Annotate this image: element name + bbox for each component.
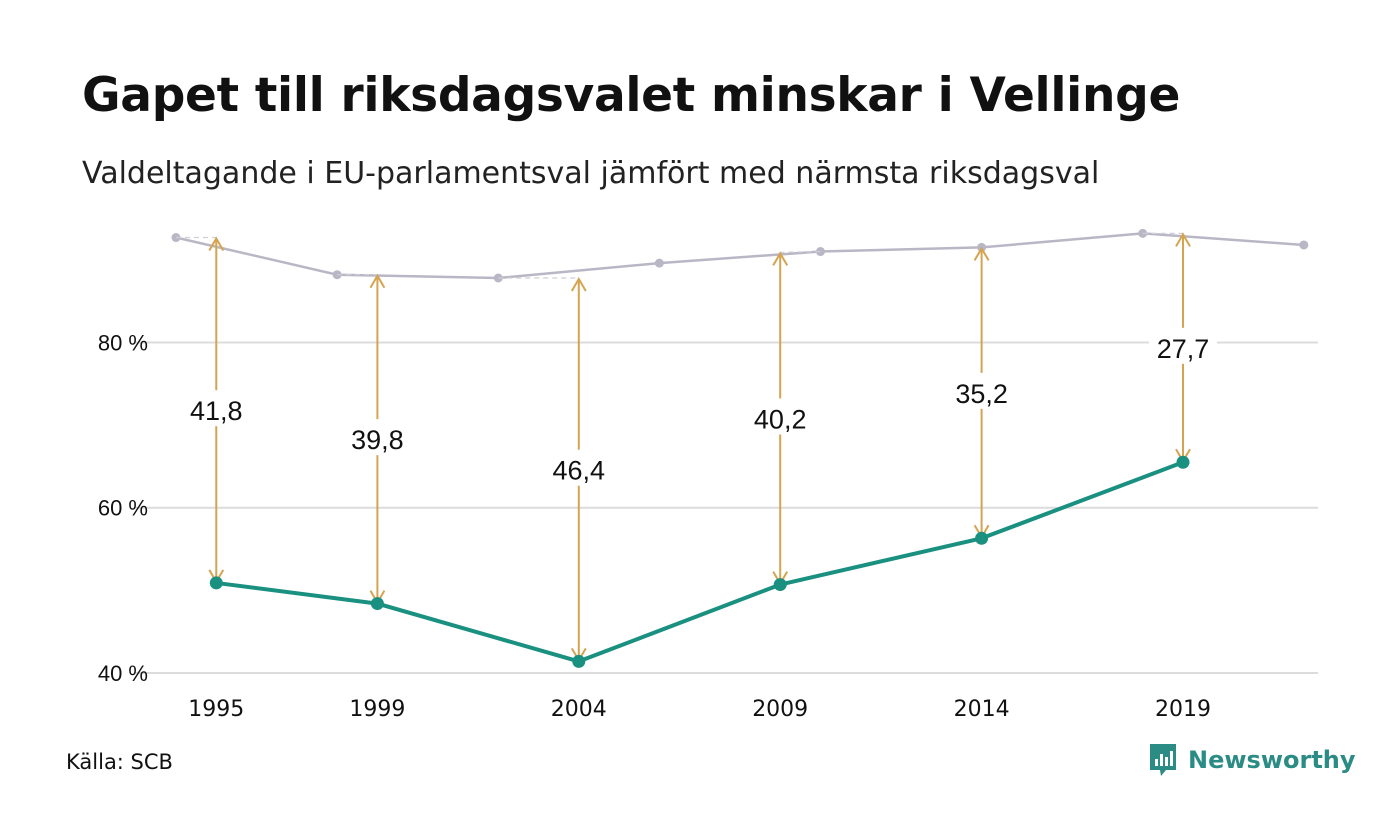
eu-line: [216, 460, 1184, 664]
gap-label-text: 39,8: [351, 425, 404, 455]
gap-label-bg: [947, 372, 1016, 409]
x-tick-label: 2004: [551, 697, 607, 722]
gap-label-text: 35,2: [955, 379, 1008, 409]
gap-label: 27,7: [1149, 327, 1217, 364]
brand-name: Newsworthy: [1188, 746, 1356, 774]
x-tick-label: 2019: [1155, 697, 1211, 722]
x-axis-labels: 1995 1999 2004 2009 2014 2019: [188, 697, 1211, 722]
gap-arrow-head-top: [208, 236, 225, 252]
eu-point: [370, 597, 384, 611]
gap-arrow-head-top: [570, 277, 587, 292]
gap-arrow-head-top: [772, 251, 789, 266]
gap-label-text: 40,2: [754, 404, 807, 434]
brand-logo[interactable]: Newsworthy: [1148, 742, 1356, 778]
riksdag-point: [1299, 240, 1309, 250]
grid-lines: [135, 341, 1318, 674]
eu-point: [209, 576, 223, 590]
eu-series: [209, 455, 1190, 668]
gap-label-bg: [746, 398, 815, 435]
gap-label-text: 46,4: [553, 456, 606, 486]
gap-arrow-head-top: [973, 246, 990, 261]
gap-label: 41,8: [182, 390, 251, 427]
eu-point: [1176, 455, 1190, 469]
chart-subtitle: Valdeltagande i EU-parlamentsval jämfört…: [82, 156, 1100, 191]
y-tick-label: 40 %: [98, 661, 148, 686]
y-tick-label: 60 %: [98, 496, 148, 521]
gap-label-text: 27,7: [1157, 334, 1210, 364]
gap-label-bg: [1149, 327, 1217, 364]
chart-title: Gapet till riksdagsvalet minskar i Velli…: [82, 68, 1181, 123]
gap-label-bg: [343, 419, 412, 456]
eu-point: [773, 578, 787, 592]
x-tick-label: 2014: [954, 697, 1010, 722]
riksdag-line: [175, 232, 1304, 280]
source-note: Källa: SCB: [66, 750, 173, 774]
gap-label: 35,2: [947, 372, 1016, 409]
y-axis-labels: 40 % 60 % 80 %: [98, 330, 148, 686]
gap-label: 40,2: [746, 398, 815, 435]
gap-labels: 41,8 39,8 46,4 40,2 35,2 27,7: [182, 327, 1217, 486]
eu-point: [572, 654, 586, 668]
riksdag-point: [654, 258, 664, 268]
bar-chart-logo-icon: [1150, 744, 1176, 776]
gap-label: 46,4: [544, 449, 613, 486]
gap-arrow-head-top: [1175, 232, 1191, 247]
gap-label-text: 41,8: [190, 396, 243, 426]
gap-label-bg: [182, 390, 251, 427]
x-tick-label: 1999: [349, 697, 405, 722]
y-tick-label: 80 %: [98, 330, 148, 355]
gap-connector: [780, 250, 821, 253]
gap-label: 39,8: [343, 419, 412, 456]
x-tick-label: 2009: [752, 697, 808, 722]
gap-label-bg: [544, 449, 613, 486]
gap-arrow-head-top: [369, 273, 386, 289]
eu-point: [975, 531, 989, 545]
x-tick-label: 1995: [188, 697, 244, 722]
